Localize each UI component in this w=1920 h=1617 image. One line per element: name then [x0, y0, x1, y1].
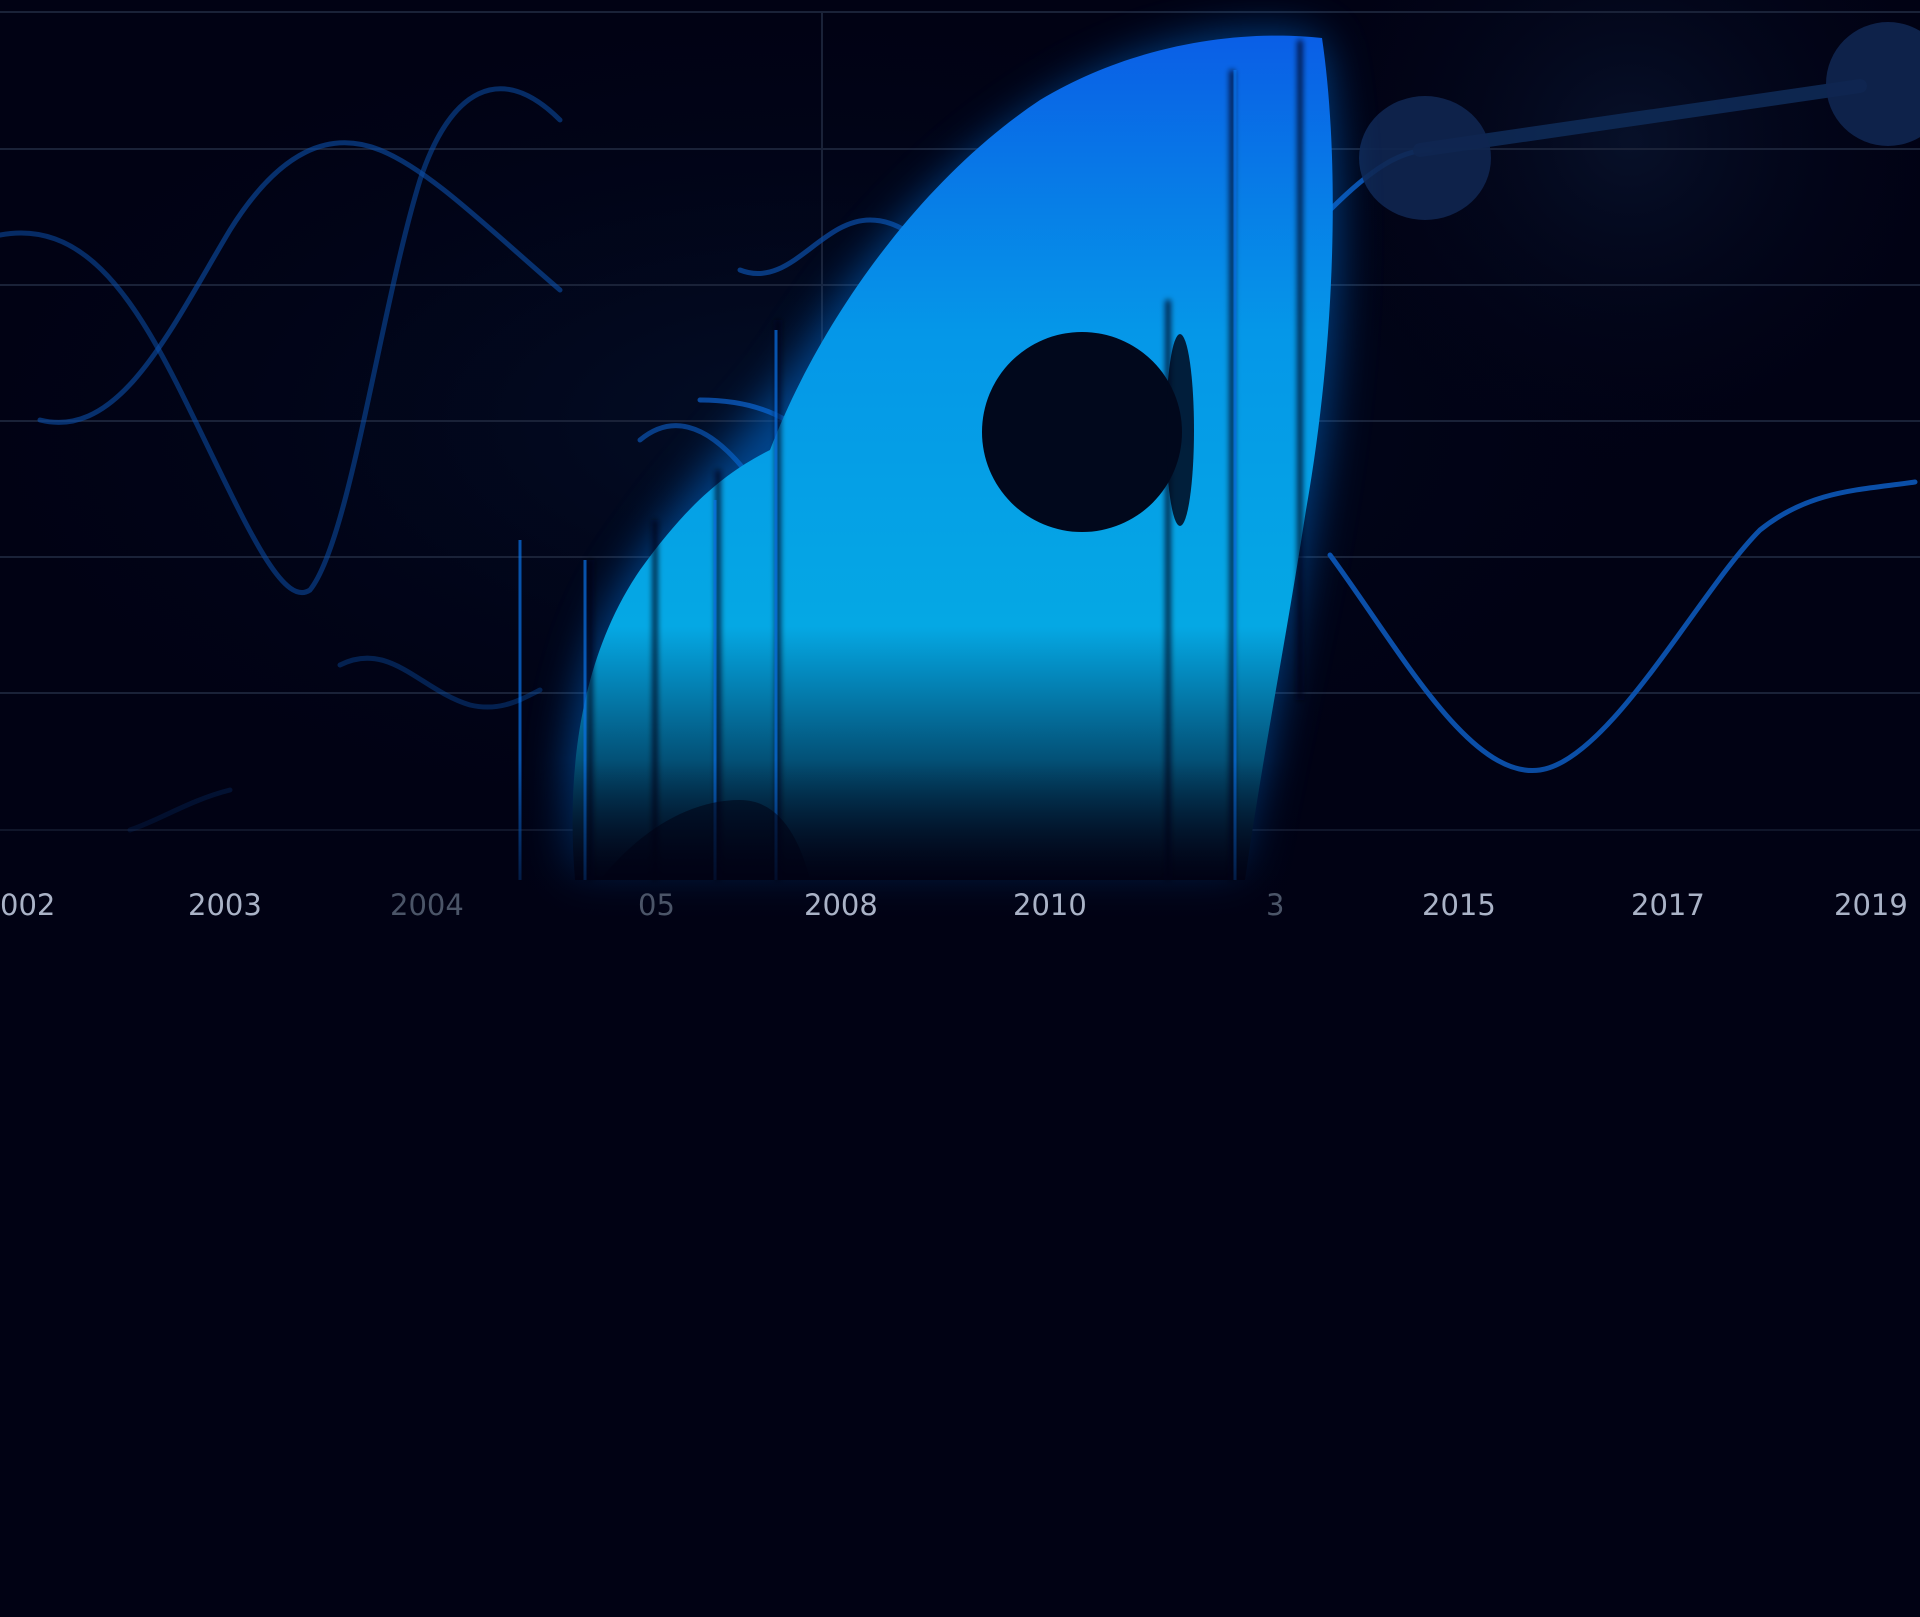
year-label: 2008	[804, 888, 878, 922]
hero-illustration: 002 2003 2004 05 2008 2010 3 2015 2017 2…	[0, 0, 1920, 940]
year-label: 2017	[1631, 888, 1705, 922]
year-label: 2004	[390, 888, 464, 922]
year-label: 002	[0, 888, 55, 922]
graph-nodes	[1359, 22, 1920, 220]
year-label: 05	[638, 888, 675, 922]
year-label: 3	[1266, 888, 1284, 922]
hero-banner: 002 2003 2004 05 2008 2010 3 2015 2017 2…	[0, 0, 1920, 940]
x-axis-labels: 002 2003 2004 05 2008 2010 3 2015 2017 2…	[0, 888, 1908, 922]
year-label: 2010	[1013, 888, 1087, 922]
year-label: 2003	[188, 888, 262, 922]
year-label: 2019	[1834, 888, 1908, 922]
page-background	[0, 940, 1920, 1617]
year-label: 2015	[1422, 888, 1496, 922]
